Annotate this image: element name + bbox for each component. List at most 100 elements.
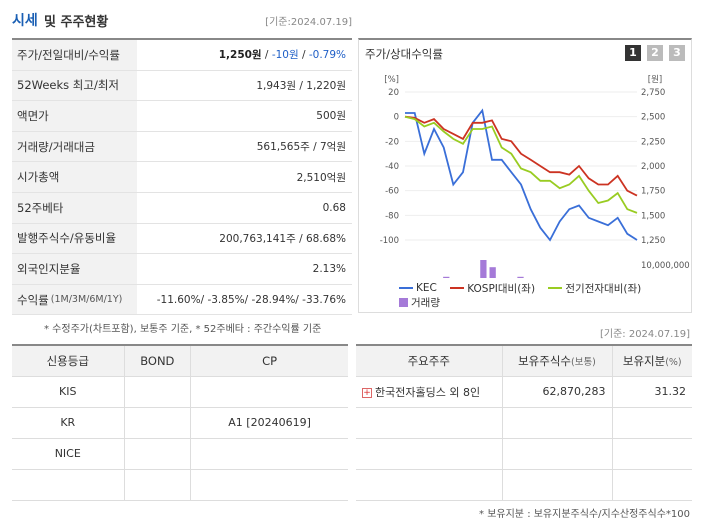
chart-tab-2[interactable]: 2 xyxy=(647,45,663,61)
summary-row: 시가총액 2,510억원 xyxy=(12,162,352,193)
right-tick-label: 1,750 xyxy=(641,187,665,197)
table-row xyxy=(12,469,348,501)
col-header: 보유주식수(보통) xyxy=(501,345,612,377)
header-small: (보통) xyxy=(571,356,596,368)
credit-rating-table: 신용등급 BOND CP KIS KR A1 [20240619] NICE xyxy=(12,344,348,501)
label-text: 수익률 xyxy=(17,292,49,307)
row-label: 외국인지분율 xyxy=(12,254,137,284)
holder-name-cell xyxy=(356,407,502,439)
summary-row: 거래량/거래대금 561,565주 / 7억원 xyxy=(12,131,352,163)
row-value: 2.13% xyxy=(312,262,346,275)
legend-label: 전기전자대비(좌) xyxy=(565,282,642,295)
section-header: 시세 및 주주현황 [기준:2024.07.19] xyxy=(12,8,352,30)
col-header: 보유지분(%) xyxy=(611,345,692,377)
footnote: * 보유지분 : 보유지분주식수/지수산정주식수*100 xyxy=(479,509,690,520)
cp-cell xyxy=(190,376,348,408)
legend-label: KOSPI대비(좌) xyxy=(467,282,536,295)
col-header: 신용등급 xyxy=(12,345,124,377)
summary-row: 주가/전일대비/수익률 1,250원 / -10원 / -0.79% xyxy=(12,40,352,71)
bond-cell xyxy=(123,376,191,408)
legend-item-kospi: KOSPI대비(좌) xyxy=(450,281,535,295)
bond-cell xyxy=(123,438,191,470)
col-header: CP xyxy=(190,345,348,377)
legend-label: KEC xyxy=(416,282,437,294)
row-label: 주가/전일대비/수익률 xyxy=(12,40,137,70)
volume-bar xyxy=(443,276,450,278)
row-label: 액면가 xyxy=(12,101,137,131)
row-label: 52주베타 xyxy=(12,192,137,223)
row-value: 2,510억원 xyxy=(296,171,346,184)
price-summary-table: 주가/전일대비/수익률 1,250원 / -10원 / -0.79% 52Wee… xyxy=(12,38,352,316)
holder-name-cell[interactable]: + 한국전자홀딩스 외 8인 xyxy=(356,376,502,408)
price-change: -10원 xyxy=(271,49,299,62)
left-tick-label: 0 xyxy=(394,113,399,123)
series-line-2 xyxy=(404,115,638,214)
line-chart: [%] [원] 20 0 -20 -40 -60 -80 -100 2,750 2,500 2,250… xyxy=(380,75,690,278)
chart-tab-3[interactable]: 3 xyxy=(669,45,685,61)
right-tick-label: 2,500 xyxy=(641,113,665,123)
bond-cell xyxy=(123,407,191,439)
col-header: 주요주주 xyxy=(356,345,502,377)
row-value: 500원 xyxy=(316,110,346,123)
cp-cell: A1 [20240619] xyxy=(190,407,348,439)
left-tick-label: -40 xyxy=(385,162,399,172)
header-text: 보유주식수 xyxy=(518,353,571,368)
return-values: -11.60%/ -3.85%/ -28.94%/ -33.76% xyxy=(156,293,346,306)
left-tick-label: -80 xyxy=(385,211,399,221)
cp-cell xyxy=(190,469,348,501)
table-row xyxy=(356,438,692,470)
sep: / xyxy=(298,49,309,62)
pct-cell xyxy=(611,438,692,470)
right-tick-label: 1,250 xyxy=(641,236,665,246)
pct-cell: 31.32 xyxy=(611,376,692,408)
right-tick-label: 2,000 xyxy=(641,162,665,172)
summary-note: * 수정주가(차트포함), 보통주 기준, * 52주베타 : 주간수익률 기준 xyxy=(44,324,322,335)
summary-row: 외국인지분율 2.13% xyxy=(12,254,352,285)
row-label: 수익률 (1M/3M/6M/1Y) xyxy=(12,284,137,315)
legend-item-volume: 거래량 xyxy=(399,295,440,309)
plus-icon[interactable]: + xyxy=(362,387,372,398)
chart-tabs: 1 2 3 xyxy=(625,45,685,61)
table-row xyxy=(356,407,692,439)
major-holders-table: 주요주주 보유주식수(보통) 보유지분(%) + 한국전자홀딩스 외 8인 62,… xyxy=(356,344,692,501)
current-price: 1,250원 xyxy=(218,49,262,62)
cp-cell xyxy=(190,438,348,470)
table-row xyxy=(356,469,692,501)
table-row: KR A1 [20240619] xyxy=(12,407,348,439)
shares-cell xyxy=(501,469,612,501)
section-title-price: 시세 xyxy=(12,13,38,29)
volume-bar xyxy=(480,260,487,278)
row-label: 거래량/거래대금 xyxy=(12,131,137,162)
summary-row: 52주베타 0.68 xyxy=(12,192,352,224)
table-row: + 한국전자홀딩스 외 8인 62,870,283 31.32 xyxy=(356,376,692,408)
label-small: (1M/3M/6M/1Y) xyxy=(50,294,123,306)
chart-legend: KEC KOSPI대비(좌) 전기전자대비(좌) 거래량 xyxy=(399,280,689,310)
row-value: 0.68 xyxy=(322,201,346,214)
right-tick-label: 2,750 xyxy=(641,88,665,98)
holder-name-cell xyxy=(356,469,502,501)
row-value: 200,763,141주 / 68.68% xyxy=(219,232,346,245)
row-label: 발행주식수/유동비율 xyxy=(12,223,137,254)
chart-tab-1[interactable]: 1 xyxy=(625,45,641,61)
summary-row: 수익률 (1M/3M/6M/1Y) -11.60%/ -3.85%/ -28.94… xyxy=(12,284,352,316)
summary-row: 발행주식수/유동비율 200,763,141주 / 68.68% xyxy=(12,223,352,255)
row-label: 시가총액 xyxy=(12,162,137,192)
right-axis-unit: [원] xyxy=(648,75,662,85)
volume-tick-label: 10,000,000 xyxy=(641,261,690,271)
series-line-1 xyxy=(404,115,638,197)
holder-name-cell xyxy=(356,438,502,470)
volume-bar xyxy=(517,276,524,278)
chart-panel: 주가/상대수익률 1 2 3 [%] [원] 20 0 -20 -40 -60 -80 -100… xyxy=(358,38,692,313)
base-date-2: [기준: 2024.07.19] xyxy=(599,329,690,340)
left-tick-label: 20 xyxy=(388,88,399,98)
table-row: KIS xyxy=(12,376,348,408)
shares-cell: 62,870,283 xyxy=(501,376,612,408)
left-axis-unit: [%] xyxy=(384,75,399,85)
agency-cell: KR xyxy=(12,407,124,439)
base-date: [기준:2024.07.19] xyxy=(265,17,352,28)
table-row: NICE xyxy=(12,438,348,470)
price-value: 1,250원 / -10원 / -0.79% xyxy=(137,47,352,62)
sep: / xyxy=(261,49,272,62)
pct-cell xyxy=(611,469,692,501)
legend-square xyxy=(399,297,408,307)
